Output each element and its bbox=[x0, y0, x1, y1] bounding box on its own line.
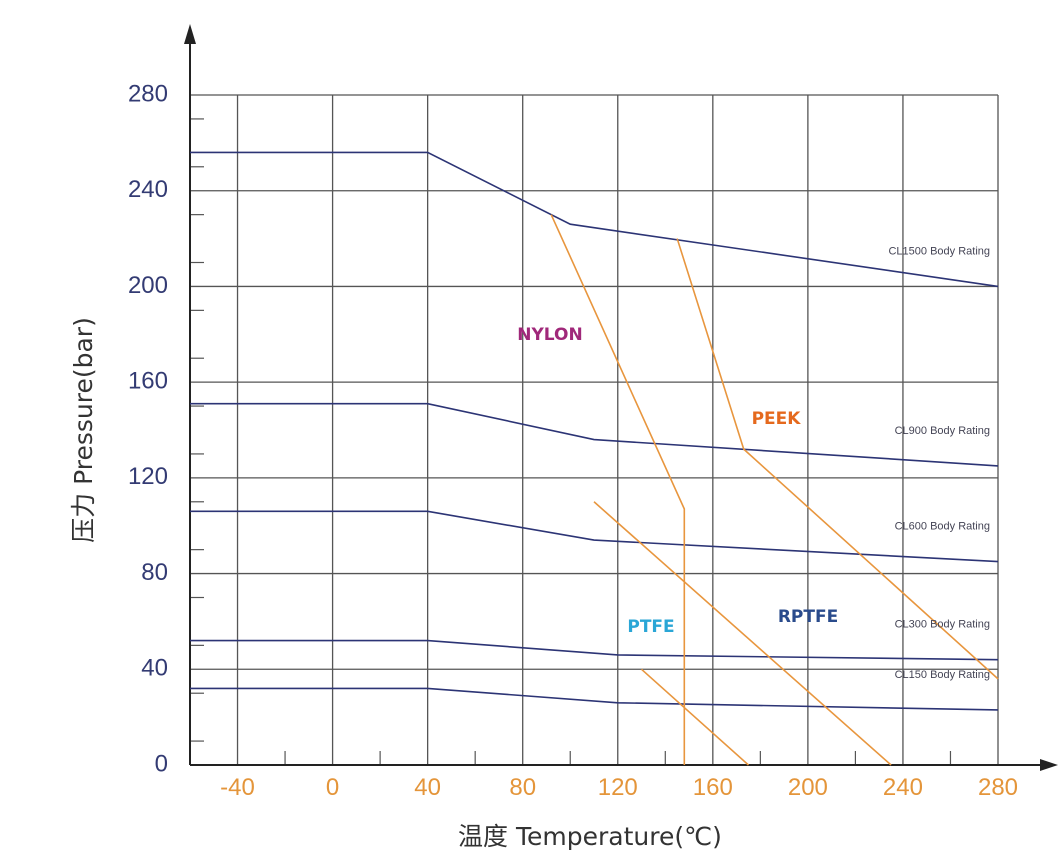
body-rating-line bbox=[190, 639, 999, 661]
material-limit-line bbox=[640, 668, 750, 766]
y-tick-label: 120 bbox=[128, 463, 168, 490]
y-tick-label: 40 bbox=[141, 655, 168, 682]
body-rating-label: CL300 Body Rating bbox=[895, 619, 990, 631]
material-label-peek: PEEK bbox=[752, 409, 802, 429]
material-limit-line bbox=[676, 238, 999, 680]
x-axis-title: 温度 Temperature(℃) bbox=[458, 822, 722, 851]
y-tick-label: 280 bbox=[128, 80, 168, 107]
x-tick-label: 200 bbox=[788, 774, 828, 801]
y-tick-label: 160 bbox=[128, 367, 168, 394]
x-tick-label: 40 bbox=[414, 774, 441, 801]
x-tick-label: 80 bbox=[509, 774, 536, 801]
x-axis-arrow bbox=[1040, 759, 1058, 771]
material-limit-line bbox=[593, 501, 892, 766]
material-label-nylon: NYLON bbox=[517, 325, 582, 345]
y-tick-label: 240 bbox=[128, 176, 168, 203]
y-tick-label: 0 bbox=[155, 750, 168, 777]
body-rating-line bbox=[190, 402, 999, 467]
body-rating-label: CL150 Body Rating bbox=[895, 669, 990, 681]
x-tick-label: -40 bbox=[220, 774, 255, 801]
y-axis-title: 压力 Pressure(bar) bbox=[69, 317, 98, 543]
body-rating-label: CL900 Body Rating bbox=[895, 425, 990, 437]
x-tick-label: 0 bbox=[326, 774, 339, 801]
y-tick-label: 80 bbox=[141, 559, 168, 586]
x-tick-label: 240 bbox=[883, 774, 923, 801]
material-label-ptfe: PTFE bbox=[627, 617, 674, 637]
x-tick-label: 120 bbox=[598, 774, 638, 801]
x-tick-label: 160 bbox=[693, 774, 733, 801]
body-rating-line bbox=[190, 510, 999, 563]
y-axis-arrow bbox=[184, 24, 196, 44]
material-limit-line bbox=[550, 214, 686, 765]
body-rating-line bbox=[190, 687, 999, 711]
body-rating-label: CL1500 Body Rating bbox=[888, 245, 990, 257]
body-rating-label: CL600 Body Rating bbox=[895, 521, 990, 533]
material-label-rptfe: RPTFE bbox=[778, 607, 838, 627]
body-rating-line bbox=[190, 151, 999, 288]
x-tick-label: 280 bbox=[978, 774, 1018, 801]
y-tick-label: 200 bbox=[128, 272, 168, 299]
